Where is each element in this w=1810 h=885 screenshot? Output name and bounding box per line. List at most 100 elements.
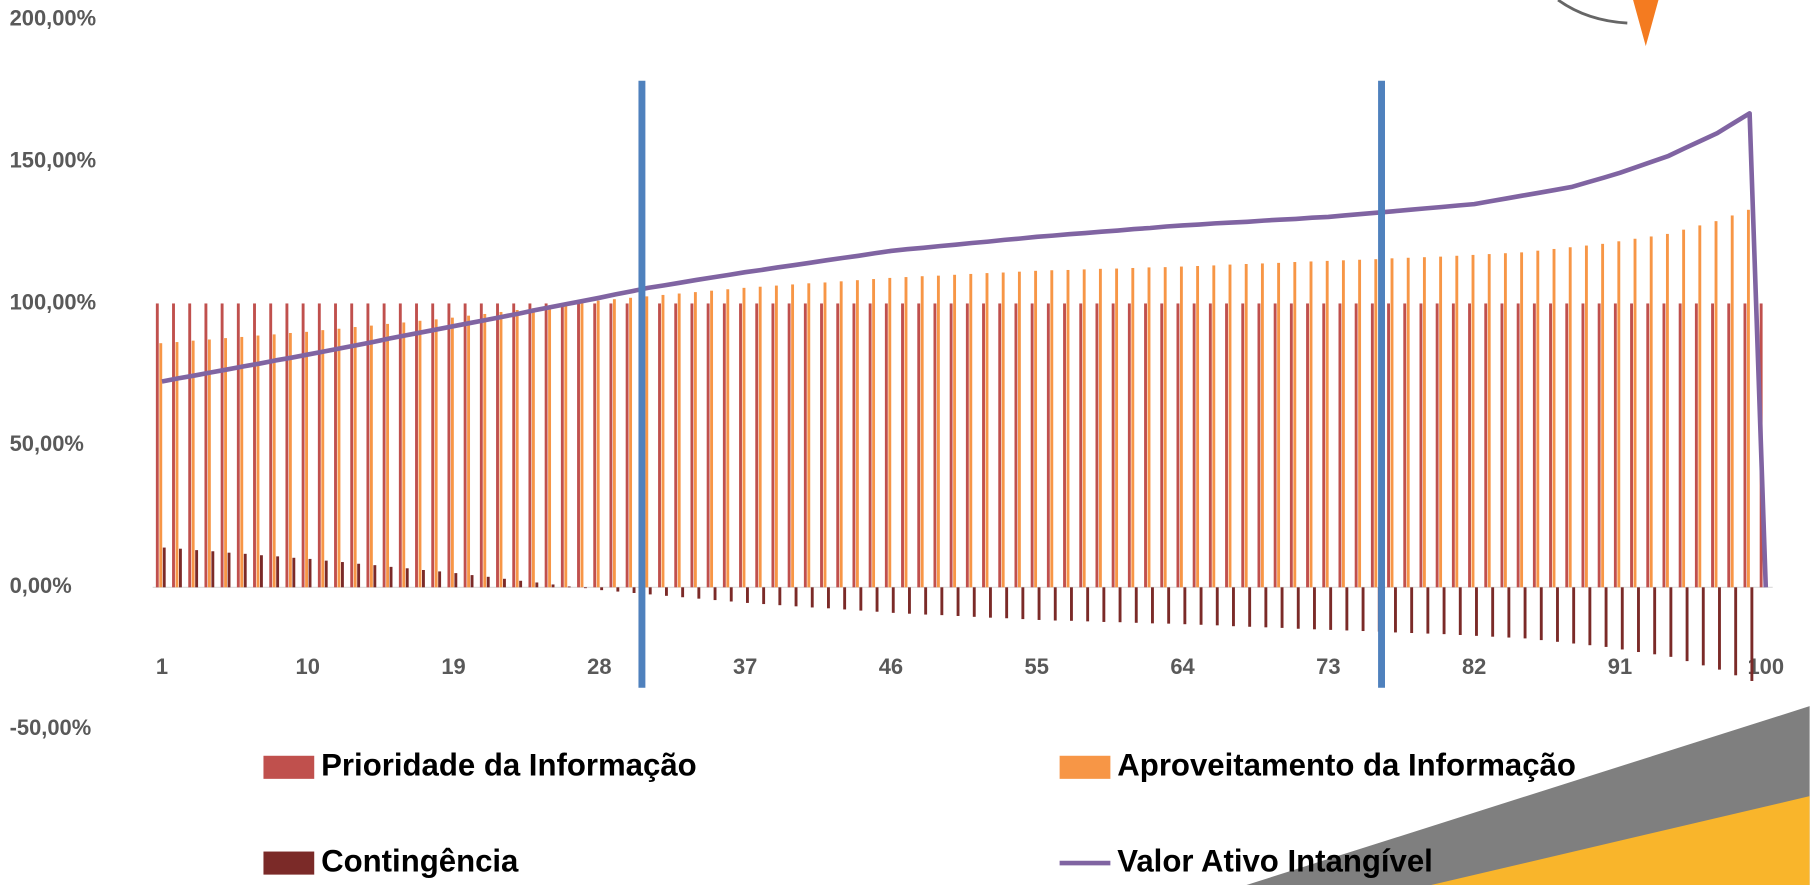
bar <box>1063 303 1066 588</box>
legend-label: Prioridade da Informação <box>321 748 697 783</box>
bar <box>220 303 224 588</box>
bar <box>1539 587 1543 641</box>
bar <box>726 289 730 588</box>
bar <box>674 303 678 588</box>
bar <box>1649 236 1653 588</box>
bar <box>1273 303 1277 588</box>
bar <box>778 587 782 606</box>
x-tick-label: 10 <box>296 654 320 679</box>
bar <box>519 580 523 588</box>
bar <box>512 303 516 588</box>
bar <box>1277 262 1281 588</box>
x-tick-label: 28 <box>587 654 611 679</box>
bar <box>528 303 532 588</box>
x-tick-label: 91 <box>1608 654 1632 679</box>
bar <box>1500 303 1504 588</box>
bar <box>1127 303 1131 588</box>
y-tick-label: 50,00% <box>10 431 84 456</box>
bar <box>1176 303 1180 588</box>
bar <box>940 587 944 616</box>
bar <box>1552 248 1556 588</box>
bar <box>1208 303 1212 588</box>
bar <box>175 342 179 588</box>
bar <box>195 550 199 588</box>
bar <box>389 566 393 588</box>
bar <box>544 303 548 588</box>
bar <box>454 573 458 588</box>
bar <box>515 309 519 588</box>
bar <box>450 317 454 588</box>
bar <box>405 568 409 588</box>
bar <box>1118 587 1122 623</box>
bar <box>1678 303 1682 588</box>
bar <box>872 279 876 588</box>
bar <box>742 287 746 588</box>
bar <box>1329 587 1333 630</box>
y-tick-label: 150,00% <box>10 147 96 172</box>
bar <box>985 273 989 588</box>
bar <box>398 303 402 588</box>
bar <box>1151 587 1154 624</box>
bar <box>1646 303 1650 588</box>
bar <box>1442 587 1446 635</box>
bar <box>998 303 1002 588</box>
bar <box>1046 303 1050 588</box>
bar <box>1167 587 1171 624</box>
bar <box>1588 587 1592 646</box>
bar <box>1435 303 1439 588</box>
bar <box>1179 266 1183 588</box>
bar <box>1520 252 1524 588</box>
bar <box>629 297 633 588</box>
bar <box>1338 303 1342 588</box>
bar <box>317 303 321 588</box>
bar <box>564 304 568 588</box>
bar <box>1144 303 1147 588</box>
bar <box>531 308 535 588</box>
bar <box>891 587 895 613</box>
bar <box>697 587 701 599</box>
bar <box>1662 303 1666 588</box>
bar <box>438 571 442 588</box>
bar <box>1228 264 1232 588</box>
bar <box>1014 303 1018 588</box>
bar <box>787 303 791 588</box>
bar <box>1394 587 1397 633</box>
bar <box>1532 303 1536 588</box>
bar <box>1341 260 1345 588</box>
bar <box>207 339 211 588</box>
bar <box>1604 587 1608 647</box>
bar <box>1289 303 1293 588</box>
bar <box>722 303 726 588</box>
bar <box>1698 225 1702 588</box>
bar <box>1727 303 1731 588</box>
bar <box>1079 303 1083 588</box>
legend-swatch <box>1059 755 1111 779</box>
bar <box>917 303 921 588</box>
bar <box>224 338 228 588</box>
bar <box>1613 303 1617 588</box>
bar <box>1620 587 1624 650</box>
bar <box>580 302 584 588</box>
bar <box>989 587 992 618</box>
x-tick-label: 64 <box>1170 654 1195 679</box>
bar <box>820 303 823 588</box>
bar <box>560 303 564 588</box>
bar <box>1422 257 1426 588</box>
bar <box>868 303 872 588</box>
bar <box>969 273 973 588</box>
bar <box>648 587 652 595</box>
y-tick-label: 100,00% <box>10 289 96 314</box>
bar <box>502 578 506 588</box>
bar <box>810 587 814 608</box>
bar <box>1581 303 1585 588</box>
x-tick-label: 37 <box>733 654 757 679</box>
bar <box>739 303 742 588</box>
bar <box>551 584 555 588</box>
bar <box>204 303 208 588</box>
bar <box>755 303 759 588</box>
x-tick-label: 1 <box>156 654 168 679</box>
bar <box>159 343 163 588</box>
bar <box>1584 245 1588 588</box>
line <box>161 111 1769 588</box>
bar <box>1370 303 1374 588</box>
